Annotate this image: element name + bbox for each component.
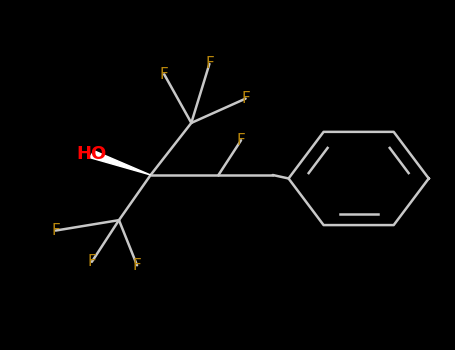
Text: F: F [87,254,96,269]
Polygon shape [90,151,151,175]
Text: F: F [237,133,245,148]
Text: F: F [133,258,142,273]
Text: HO: HO [77,145,107,163]
Text: F: F [160,67,168,82]
Text: F: F [205,56,214,71]
Text: F: F [51,223,60,238]
Text: F: F [241,91,250,106]
